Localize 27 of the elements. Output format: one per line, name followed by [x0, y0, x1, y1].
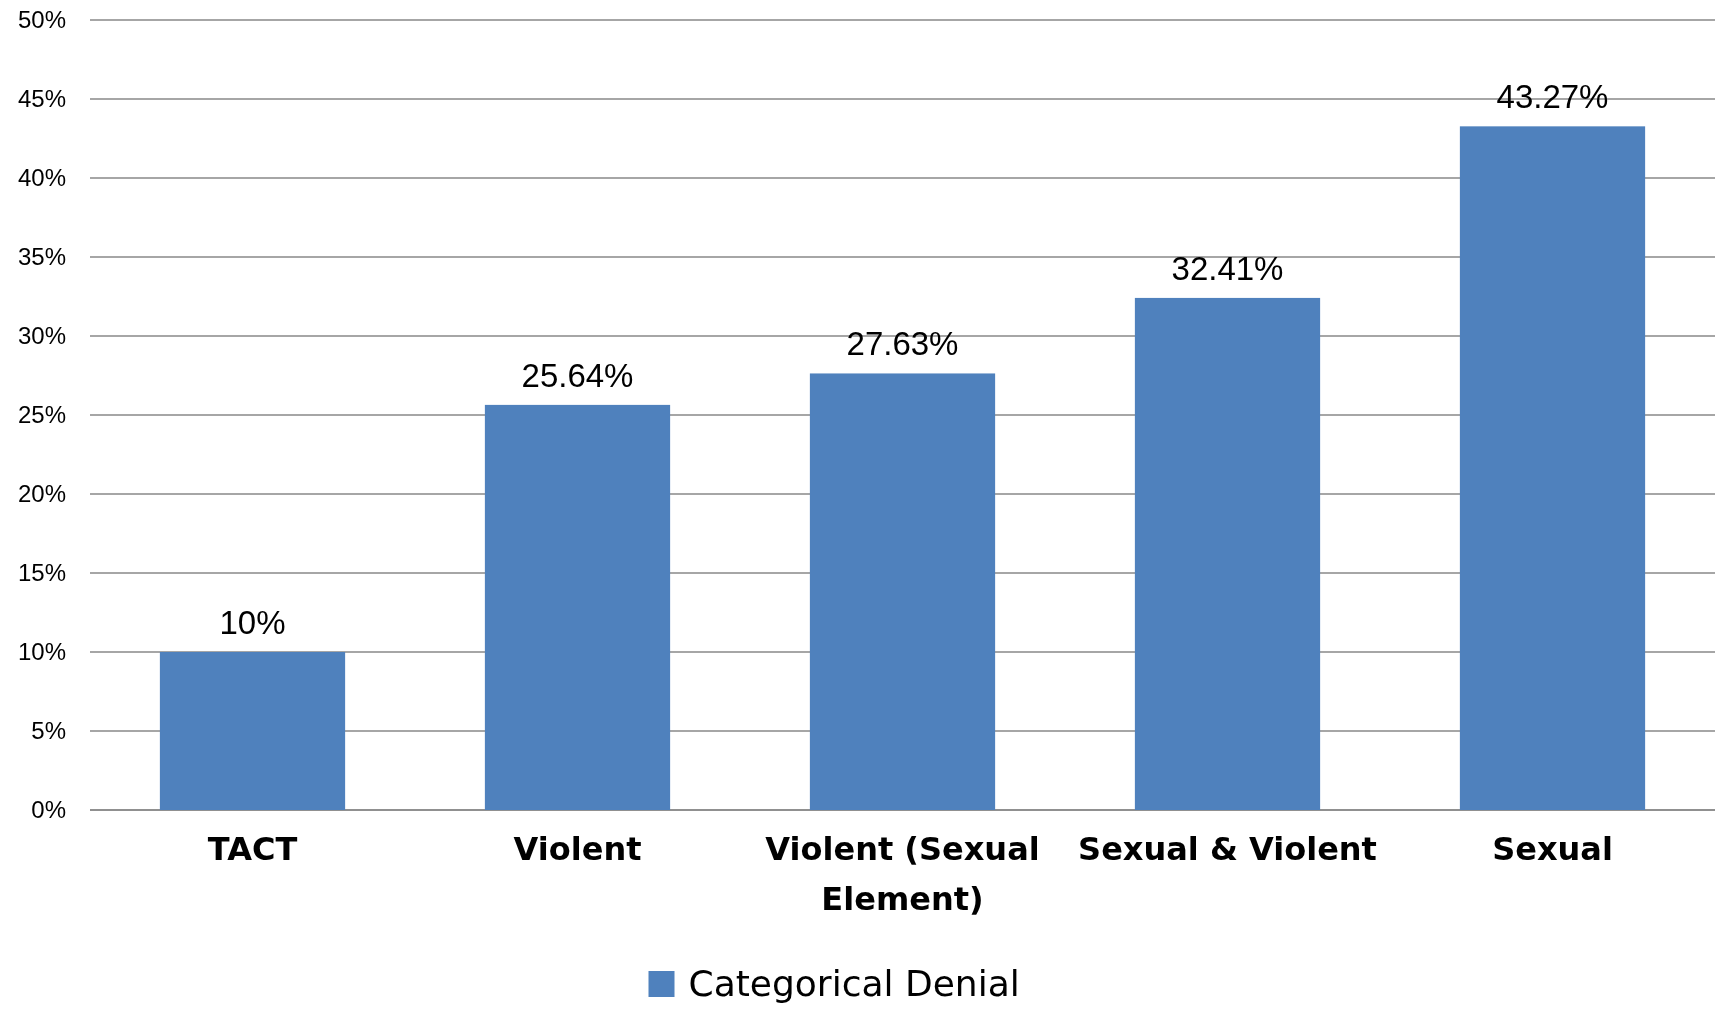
y-tick-label: 20%	[17, 480, 66, 508]
bar	[484, 404, 671, 810]
legend-label: Categorical Denial	[688, 963, 1020, 1004]
bar	[1134, 297, 1321, 810]
y-tick-label: 45%	[17, 85, 66, 113]
y-tick-label: 25%	[17, 401, 66, 429]
data-label: 43.27%	[1496, 78, 1609, 116]
bar	[1459, 126, 1646, 810]
bar	[809, 373, 996, 810]
y-tick-label: 15%	[17, 559, 66, 587]
y-tick-label: 0%	[31, 796, 66, 824]
data-label: 10%	[219, 604, 286, 641]
x-tick-label: Violent (Sexual Element)	[765, 830, 1040, 918]
y-tick-label: 5%	[31, 717, 66, 745]
y-tick-label: 30%	[17, 322, 66, 350]
x-tick-label: Violent	[513, 830, 642, 868]
y-tick-label: 40%	[17, 164, 66, 192]
y-tick-label: 10%	[17, 638, 66, 666]
x-tick-label: Sexual	[1492, 830, 1613, 868]
x-tick-label: TACT	[207, 830, 298, 868]
bar	[159, 652, 346, 810]
x-tick-label: Sexual & Violent	[1078, 830, 1377, 868]
data-label: 25.64%	[521, 356, 634, 394]
y-tick-label: 35%	[17, 243, 66, 271]
y-tick-label: 50%	[17, 6, 66, 34]
data-label: 27.63%	[846, 325, 959, 363]
data-label: 32.41%	[1171, 249, 1284, 287]
